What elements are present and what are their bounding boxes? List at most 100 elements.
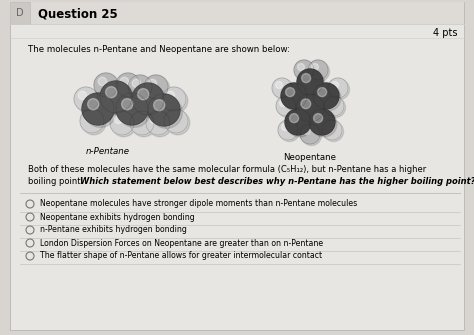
Circle shape [285, 109, 311, 135]
Text: boiling point.: boiling point. [28, 178, 88, 187]
Circle shape [299, 71, 325, 97]
Text: Which statement below best describes why n-Pentane has the higher boiling point?: Which statement below best describes why… [80, 178, 474, 187]
Circle shape [301, 99, 310, 109]
Circle shape [120, 77, 128, 86]
Circle shape [96, 75, 120, 99]
Circle shape [311, 64, 319, 70]
Circle shape [144, 75, 168, 99]
Circle shape [118, 75, 142, 99]
Text: Both of these molecules have the same molecular formula (C₅H₁₂), but n-Pentane h: Both of these molecules have the same mo… [28, 165, 426, 175]
Circle shape [82, 93, 114, 125]
Circle shape [287, 111, 313, 137]
Circle shape [146, 77, 170, 101]
Circle shape [98, 77, 107, 86]
Circle shape [326, 97, 346, 118]
Text: 4 pts: 4 pts [434, 28, 458, 38]
Circle shape [280, 99, 286, 107]
Circle shape [150, 96, 182, 128]
Circle shape [130, 111, 154, 135]
Circle shape [84, 113, 92, 122]
Bar [10, 2, 30, 24]
Circle shape [294, 60, 314, 80]
Circle shape [296, 94, 324, 122]
Circle shape [150, 115, 159, 124]
Circle shape [134, 115, 143, 124]
Circle shape [132, 83, 164, 115]
FancyBboxPatch shape [10, 2, 464, 330]
Circle shape [76, 89, 100, 113]
Circle shape [88, 98, 99, 110]
Circle shape [122, 98, 133, 110]
Circle shape [78, 91, 87, 99]
Circle shape [102, 83, 135, 115]
Circle shape [94, 73, 118, 97]
Text: Neopentane: Neopentane [283, 153, 337, 162]
Circle shape [162, 87, 186, 111]
Circle shape [323, 122, 344, 141]
Circle shape [277, 97, 298, 118]
Circle shape [166, 111, 190, 135]
Circle shape [166, 91, 174, 99]
Text: Neopentane molecules have stronger dipole moments than n-Pentane molecules: Neopentane molecules have stronger dipol… [40, 200, 357, 208]
Circle shape [313, 83, 339, 109]
Bar [10, 2, 464, 24]
Circle shape [132, 113, 156, 137]
Circle shape [328, 78, 348, 98]
Circle shape [148, 113, 172, 137]
Circle shape [137, 88, 149, 100]
Circle shape [308, 60, 328, 80]
Circle shape [301, 74, 310, 83]
Circle shape [301, 126, 321, 145]
Circle shape [110, 111, 134, 135]
Circle shape [328, 99, 335, 107]
Circle shape [329, 79, 349, 99]
Circle shape [275, 81, 283, 88]
Circle shape [146, 111, 170, 135]
Circle shape [280, 122, 300, 141]
Circle shape [116, 93, 148, 125]
Text: Neopentane exhibits hydrogen bonding: Neopentane exhibits hydrogen bonding [40, 212, 195, 221]
Circle shape [273, 79, 293, 99]
Circle shape [148, 94, 180, 126]
Circle shape [298, 96, 326, 124]
Circle shape [295, 62, 316, 81]
Circle shape [313, 114, 323, 123]
Text: London Dispersion Forces on Neopentane are greater than on n-Pentane: London Dispersion Forces on Neopentane a… [40, 239, 323, 248]
Circle shape [315, 85, 341, 111]
Circle shape [310, 62, 329, 81]
Circle shape [309, 109, 335, 135]
Circle shape [130, 77, 154, 101]
Circle shape [303, 128, 310, 134]
Circle shape [276, 96, 296, 116]
Circle shape [297, 69, 323, 95]
Circle shape [311, 111, 337, 137]
Circle shape [282, 124, 289, 131]
Circle shape [84, 95, 117, 127]
Circle shape [272, 78, 292, 98]
Circle shape [128, 75, 152, 99]
Circle shape [322, 120, 342, 140]
Circle shape [318, 87, 327, 97]
Circle shape [281, 83, 307, 109]
Text: n-Pentane exhibits hydrogen bonding: n-Pentane exhibits hydrogen bonding [40, 225, 187, 234]
Circle shape [290, 114, 299, 123]
Text: The flatter shape of n-Pentane allows for greater intermolecular contact: The flatter shape of n-Pentane allows fo… [40, 252, 322, 261]
Circle shape [114, 115, 123, 124]
Circle shape [135, 85, 166, 117]
Circle shape [164, 89, 188, 113]
Circle shape [132, 79, 141, 87]
Circle shape [118, 95, 150, 127]
Circle shape [154, 99, 165, 111]
Circle shape [324, 96, 344, 116]
Text: The molecules n-Pentane and Neopentane are shown below:: The molecules n-Pentane and Neopentane a… [28, 46, 290, 55]
Circle shape [283, 85, 309, 111]
Circle shape [74, 87, 98, 111]
Circle shape [106, 87, 117, 98]
Circle shape [278, 120, 298, 140]
Circle shape [285, 87, 295, 97]
Circle shape [148, 79, 156, 87]
Text: Question 25: Question 25 [38, 7, 118, 20]
Text: n-Pentane: n-Pentane [86, 147, 130, 156]
Circle shape [168, 113, 177, 122]
Circle shape [298, 64, 304, 70]
